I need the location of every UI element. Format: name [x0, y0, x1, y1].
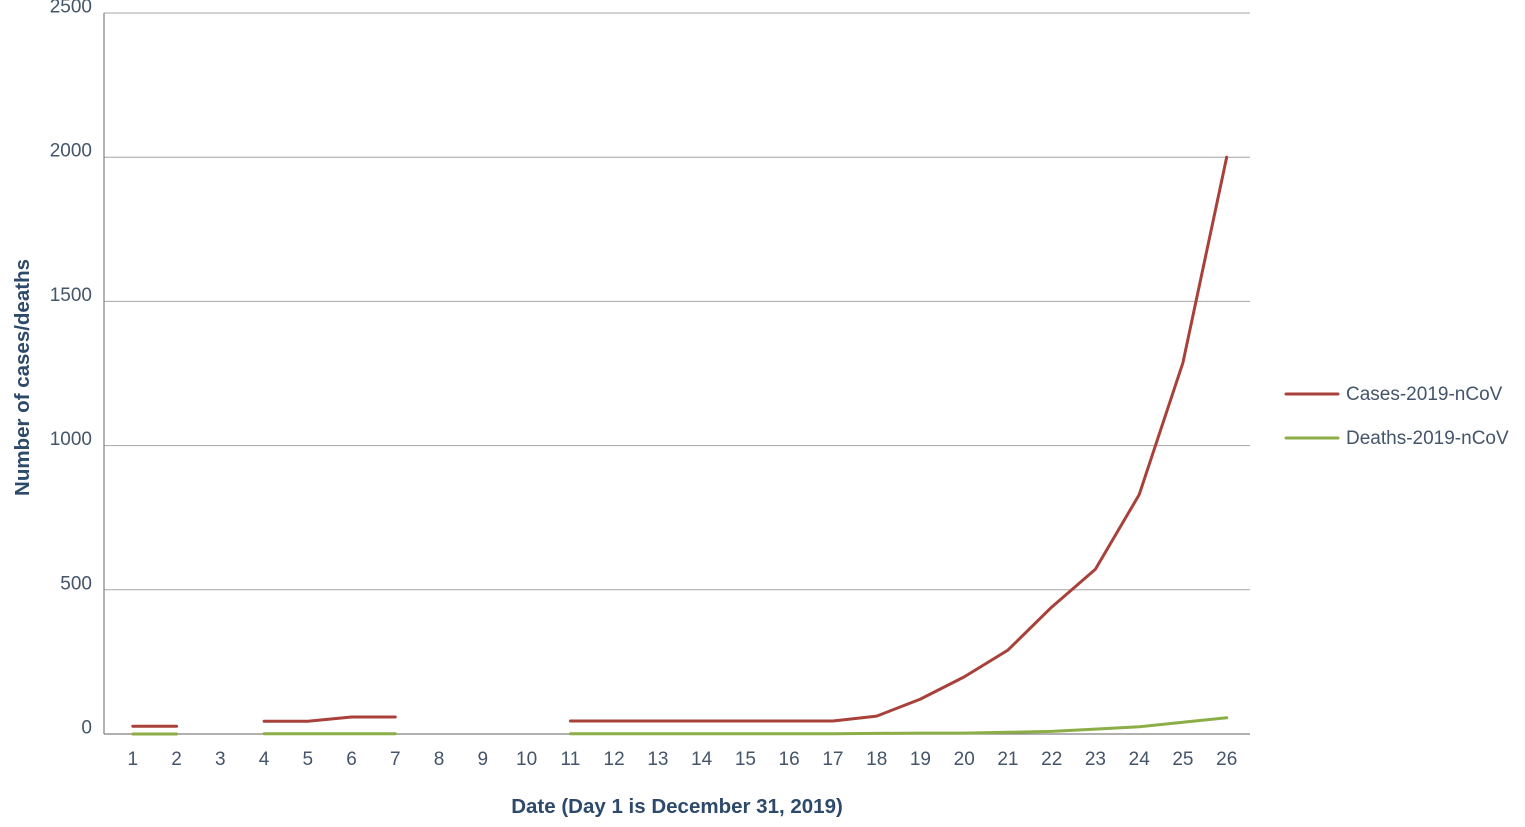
- svg-text:2: 2: [171, 749, 182, 770]
- svg-text:12: 12: [604, 749, 625, 770]
- svg-text:6: 6: [346, 749, 357, 770]
- svg-text:Date (Day 1 is December 31, 2: Date (Day 1 is December 31, 2019): [511, 795, 843, 818]
- svg-text:23: 23: [1085, 749, 1106, 770]
- svg-text:Deaths-2019-nCoV: Deaths-2019-nCoV: [1346, 428, 1509, 449]
- svg-text:Cases-2019-nCoV: Cases-2019-nCoV: [1346, 384, 1503, 405]
- svg-text:0: 0: [81, 718, 92, 739]
- svg-text:1: 1: [128, 749, 139, 770]
- svg-text:21: 21: [997, 749, 1018, 770]
- svg-text:17: 17: [822, 749, 843, 770]
- svg-text:4: 4: [259, 749, 270, 770]
- svg-text:2000: 2000: [50, 141, 92, 162]
- svg-text:8: 8: [434, 749, 445, 770]
- svg-text:9: 9: [478, 749, 489, 770]
- svg-text:10: 10: [516, 749, 537, 770]
- svg-text:19: 19: [910, 749, 931, 770]
- svg-text:25: 25: [1172, 749, 1193, 770]
- svg-text:26: 26: [1216, 749, 1237, 770]
- svg-text:22: 22: [1041, 749, 1062, 770]
- svg-text:18: 18: [866, 749, 887, 770]
- svg-text:15: 15: [735, 749, 756, 770]
- svg-text:13: 13: [647, 749, 668, 770]
- svg-text:20: 20: [954, 749, 975, 770]
- svg-text:1500: 1500: [50, 285, 92, 306]
- svg-text:16: 16: [779, 749, 800, 770]
- svg-text:500: 500: [60, 573, 92, 594]
- svg-text:Number of cases/deaths: Number of cases/deaths: [11, 259, 34, 496]
- svg-text:5: 5: [303, 749, 314, 770]
- svg-text:7: 7: [390, 749, 401, 770]
- svg-text:2500: 2500: [50, 0, 92, 18]
- svg-text:11: 11: [561, 749, 581, 770]
- svg-text:1000: 1000: [50, 429, 92, 450]
- svg-text:3: 3: [215, 749, 226, 770]
- svg-text:14: 14: [691, 749, 713, 770]
- svg-text:24: 24: [1129, 749, 1151, 770]
